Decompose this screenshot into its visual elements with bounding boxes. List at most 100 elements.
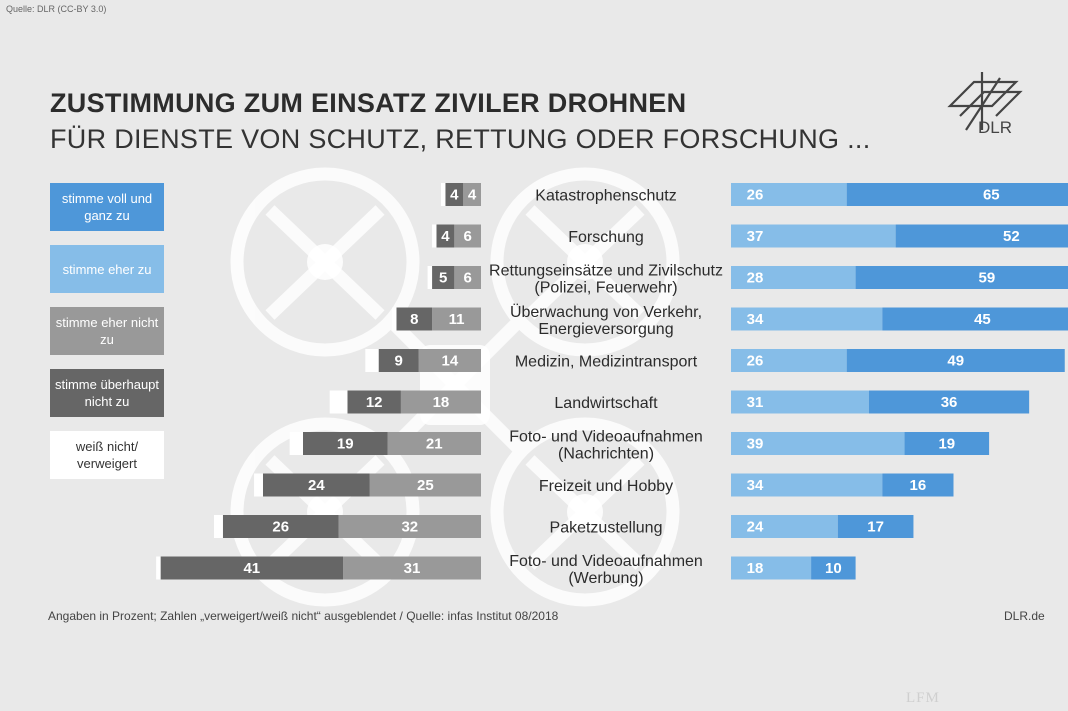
value-label-stimme-voll: 49: [947, 353, 964, 370]
category-label: Katastrophenschutz: [535, 188, 676, 205]
value-label-ueberhaupt-nicht: 4: [450, 187, 459, 204]
category-label: Überwachung von Verkehr,: [510, 303, 702, 321]
bar-stimme-voll: [837, 515, 914, 538]
bar-stimme-voll: [868, 390, 1030, 414]
bar-eher-nicht: [387, 432, 481, 455]
bar-stimme-voll: [811, 556, 856, 580]
value-label-stimme-voll: 10: [825, 560, 842, 577]
chart-footnote: Angaben in Prozent; Zahlen „verweigert/w…: [48, 609, 559, 623]
value-label-stimme-eher: 28: [747, 270, 764, 287]
bar-stimme-voll: [882, 473, 954, 497]
bar-weiss-nicht: [214, 515, 223, 538]
category-label: (Werbung): [568, 570, 643, 587]
bar-stimme-eher: [731, 183, 847, 206]
bar-stimme-voll: [882, 307, 1068, 331]
legend-stimme-eher: stimme eher zu: [50, 245, 164, 293]
bar-stimme-eher: [731, 432, 905, 455]
value-label-stimme-voll: 65: [983, 187, 1000, 204]
category-label: Forschung: [568, 229, 644, 246]
bar-eher-nicht: [432, 307, 481, 331]
value-label-eher-nicht: 21: [426, 436, 443, 453]
value-label-stimme-eher: 39: [747, 436, 764, 453]
category-label: (Nachrichten): [558, 446, 654, 463]
value-label-stimme-eher: 34: [747, 477, 764, 494]
value-label-stimme-voll: 36: [941, 394, 958, 411]
value-label-stimme-eher: 31: [747, 394, 764, 411]
value-label-stimme-voll: 16: [910, 477, 927, 494]
watermark: LFM: [906, 690, 940, 706]
bar-stimme-voll: [895, 224, 1068, 248]
legend-label: stimme voll und ganz zu: [61, 191, 153, 223]
bar-ueberhaupt-nicht: [222, 515, 339, 538]
dlr-website-link[interactable]: DLR.de: [1004, 609, 1045, 623]
value-label-eher-nicht: 18: [433, 394, 450, 411]
value-label-stimme-eher: 37: [747, 228, 764, 245]
bar-stimme-voll: [855, 266, 1068, 289]
bar-eher-nicht: [463, 183, 481, 206]
value-label-ueberhaupt-nicht: 24: [308, 477, 325, 494]
legend-eher-nicht: stimme eher nicht zu: [50, 307, 164, 355]
legend-label: stimme überhaupt nicht zu: [54, 377, 160, 409]
bar-ueberhaupt-nicht: [303, 432, 388, 455]
bar-weiss-nicht: [289, 432, 303, 455]
value-label-eher-nicht: 32: [401, 519, 418, 536]
legend-label: stimme eher zu: [62, 261, 152, 277]
bar-weiss-nicht: [156, 556, 161, 580]
category-label: Paketzustellung: [550, 520, 663, 537]
bar-stimme-voll: [846, 349, 1065, 372]
source-credit: Quelle: DLR (CC-BY 3.0): [6, 4, 107, 14]
value-label-stimme-eher: 26: [747, 187, 764, 204]
category-label: Rettungseinsätze und Zivilschutz: [489, 263, 723, 280]
category-label: Foto- und Videoaufnahmen: [509, 553, 703, 570]
value-label-eher-nicht: 25: [417, 477, 434, 494]
value-label-ueberhaupt-nicht: 8: [410, 311, 418, 328]
bar-ueberhaupt-nicht: [432, 266, 455, 289]
bar-ueberhaupt-nicht: [396, 307, 433, 331]
value-label-stimme-voll: 45: [974, 311, 991, 328]
bar-ueberhaupt-nicht: [378, 349, 419, 372]
bar-eher-nicht: [343, 556, 481, 580]
bar-ueberhaupt-nicht: [436, 224, 455, 248]
bar-stimme-eher: [731, 556, 812, 580]
value-label-stimme-eher: 18: [747, 560, 764, 577]
value-label-stimme-eher: 26: [747, 353, 764, 370]
bar-eher-nicht: [454, 224, 481, 248]
value-label-ueberhaupt-nicht: 41: [243, 560, 260, 577]
bar-ueberhaupt-nicht: [445, 183, 464, 206]
value-label-eher-nicht: 6: [463, 228, 471, 245]
bar-stimme-eher: [731, 390, 869, 414]
bar-stimme-eher: [731, 307, 883, 331]
value-label-eher-nicht: 11: [449, 311, 465, 328]
category-label: Energieversorgung: [538, 321, 673, 338]
value-label-stimme-eher: 24: [747, 519, 764, 536]
bar-weiss-nicht: [329, 390, 348, 414]
bar-stimme-eher: [731, 515, 838, 538]
bar-weiss-nicht: [427, 266, 433, 289]
bar-eher-nicht: [454, 266, 481, 289]
category-label: Medizin, Medizintransport: [515, 354, 698, 371]
chart-title: ZUSTIMMUNG ZUM EINSATZ ZIVILER DROHNEN: [50, 88, 687, 118]
value-label-stimme-voll: 17: [867, 519, 884, 536]
legend-label: stimme eher nicht zu: [55, 315, 159, 347]
value-label-stimme-voll: 59: [979, 270, 996, 287]
value-label-ueberhaupt-nicht: 19: [337, 436, 354, 453]
bar-stimme-voll: [904, 432, 990, 455]
category-label: Landwirtschaft: [554, 395, 658, 412]
dlr-logo-text: DLR: [978, 118, 1013, 137]
value-label-ueberhaupt-nicht: 26: [272, 519, 289, 536]
bar-stimme-eher: [731, 224, 896, 248]
legend-label: weiß nicht/ verweigert: [75, 439, 139, 471]
legend-ueberhaupt-nicht: stimme überhaupt nicht zu: [50, 369, 164, 417]
category-label: (Polizei, Feuerwehr): [534, 280, 677, 297]
legend-weiss-nicht: weiß nicht/ verweigert: [50, 431, 164, 479]
legend-stimme-voll: stimme voll und ganz zu: [50, 183, 164, 231]
bar-weiss-nicht: [440, 183, 446, 206]
value-label-eher-nicht: 31: [404, 560, 421, 577]
bar-stimme-eher: [731, 349, 847, 372]
value-label-ueberhaupt-nicht: 9: [395, 353, 403, 370]
bar-stimme-voll: [846, 183, 1068, 206]
value-label-eher-nicht: 4: [468, 187, 477, 204]
bar-weiss-nicht: [392, 307, 397, 331]
category-label: Foto- und Videoaufnahmen: [509, 429, 703, 446]
